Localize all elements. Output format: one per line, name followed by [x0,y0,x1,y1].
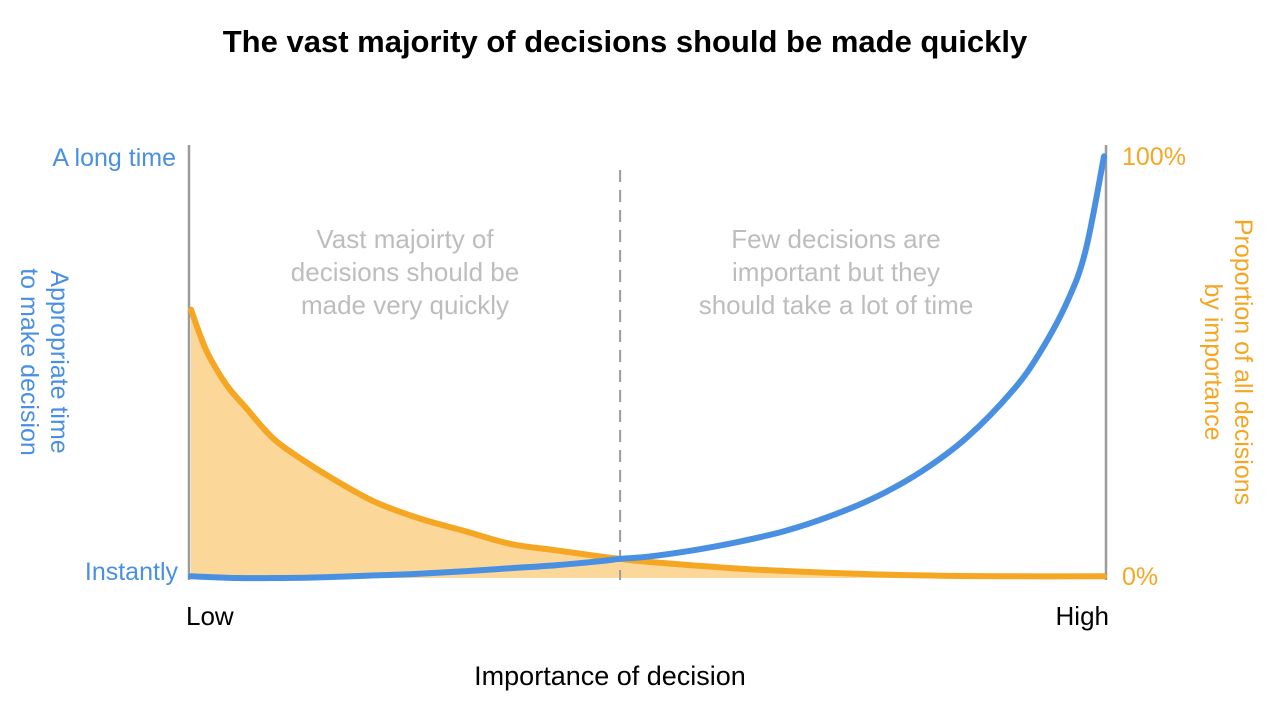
annotation-right-line-2: important but they [732,257,940,287]
chart-title: The vast majority of decisions should be… [223,24,1028,59]
y-left-axis-label: Appropriate time to make decision [15,268,73,456]
y-left-label-line-1: Appropriate time [45,270,73,453]
annotation-left-line-1: Vast majoirty of [316,224,494,254]
y-right-label-line-1: Proportion of all decisions [1229,219,1257,505]
annotation-left-line-3: made very quickly [301,290,509,320]
y-left-label-line-2: to make decision [15,268,43,456]
annotation-left: Vast majoirty of decisions should be mad… [291,224,519,320]
y-right-axis-label: Proportion of all decisions by importanc… [1199,219,1257,505]
y-left-tick-bottom: Instantly [85,558,179,586]
annotation-right: Few decisions are important but they sho… [699,224,974,320]
annotation-left-line-2: decisions should be [291,257,519,287]
y-left-tick-top: A long time [52,144,176,172]
blue-series-line [188,153,1107,582]
annotation-right-line-3: should take a lot of time [699,290,974,320]
x-tick-high: High [1056,601,1109,631]
annotation-right-line-1: Few decisions are [731,224,941,254]
orange-series-area [191,309,1104,578]
y-right-label-line-2: by importance [1199,283,1227,440]
x-axis-label: Importance of decision [474,661,746,691]
orange-series-line [188,306,1107,580]
x-tick-low: Low [186,601,234,631]
y-right-tick-top: 100% [1122,143,1186,171]
y-right-tick-bottom: 0% [1122,563,1158,591]
